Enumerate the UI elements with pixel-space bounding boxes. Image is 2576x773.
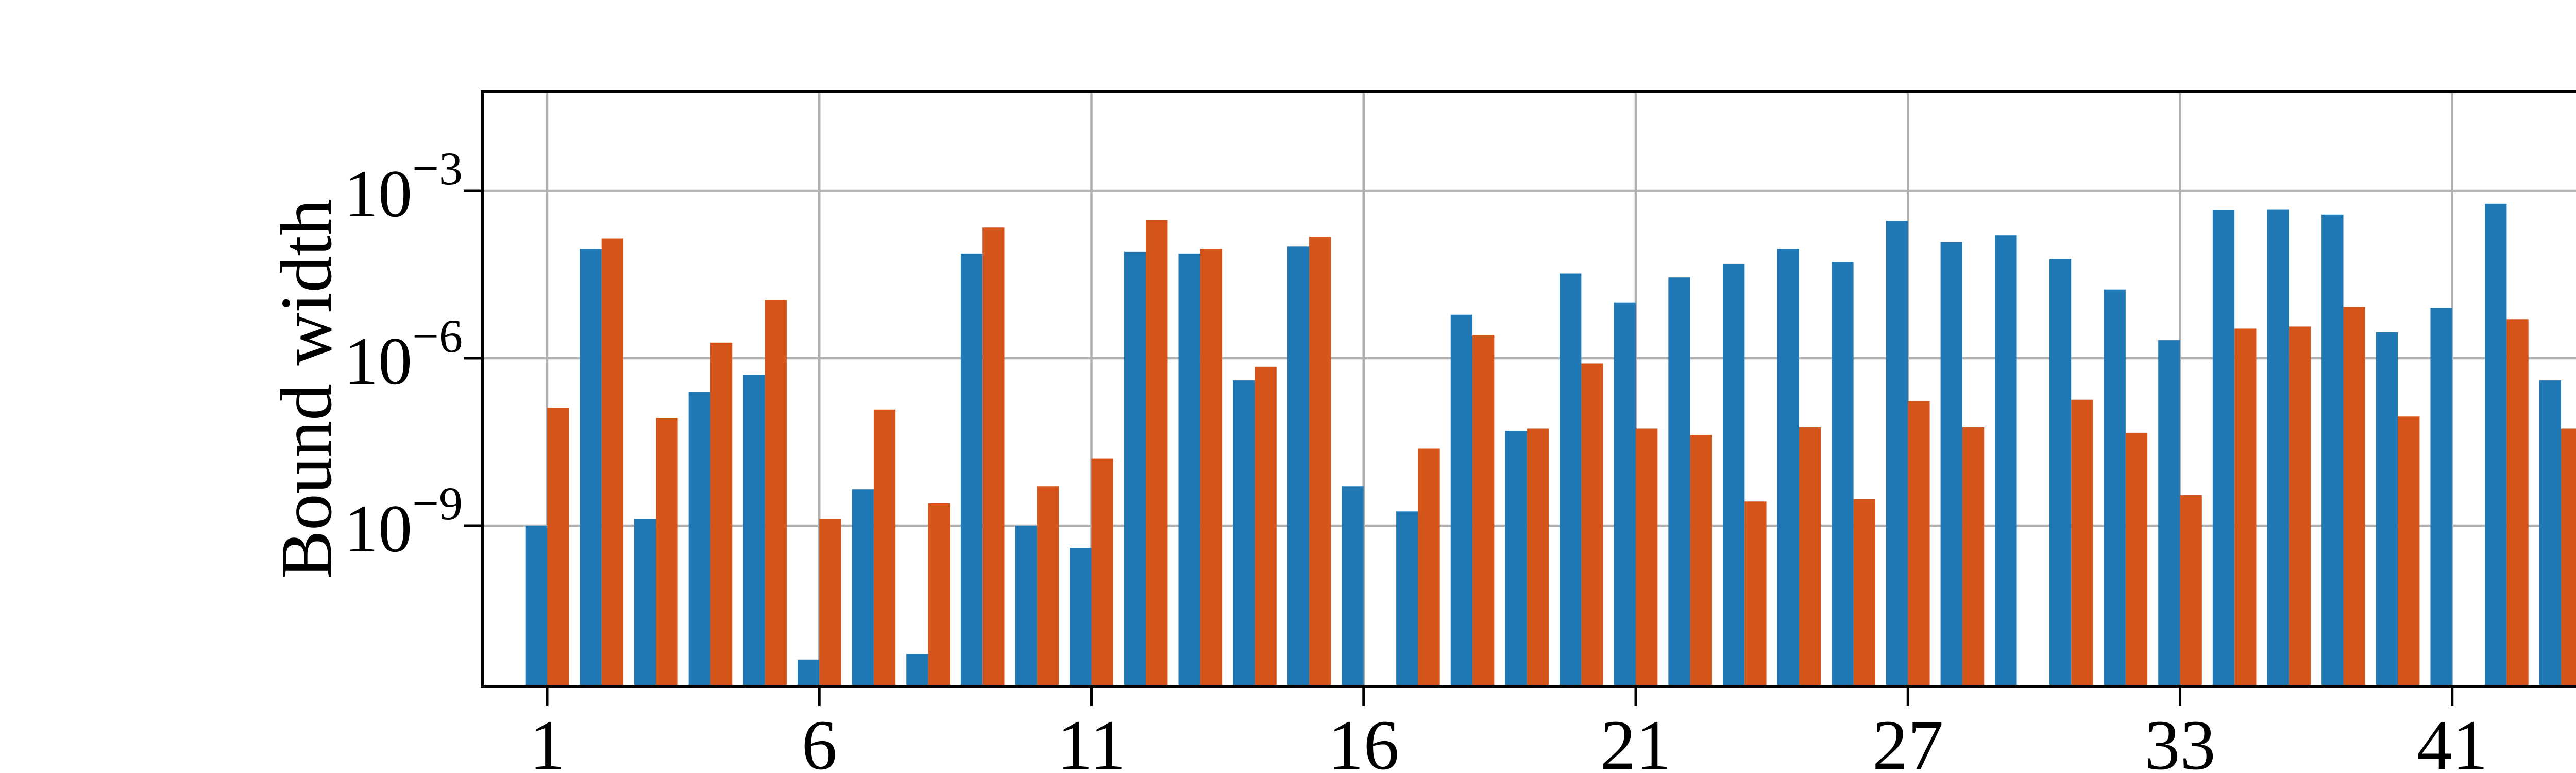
x-tick-label-1: 1: [530, 705, 565, 773]
bar-blue-30: [2104, 289, 2126, 686]
y-axis-label: Bound width: [265, 199, 347, 579]
bar-blue-1: [525, 526, 547, 686]
bar-orange-9: [982, 227, 1005, 686]
bars: [525, 203, 2576, 687]
plot-border: [481, 90, 2576, 688]
bar-orange-30: [2125, 432, 2148, 686]
bar-blue-28: [1995, 235, 2017, 686]
bar-blue-6: [797, 659, 820, 686]
x-tick-label-27: 27: [1872, 705, 1943, 773]
bar-blue-25: [1832, 262, 1854, 686]
bar-orange-4: [710, 342, 733, 686]
bar-orange-12: [1146, 220, 1168, 686]
bar-orange-35: [2398, 416, 2420, 686]
bar-orange-3: [656, 417, 678, 686]
bar-orange-1: [547, 407, 569, 686]
x-tick-label-21: 21: [1600, 705, 1671, 773]
x-tick-label-11: 11: [1057, 705, 1126, 773]
bar-blue-19: [1505, 430, 1527, 686]
x-tick-label-33: 33: [2145, 705, 2216, 773]
bar-blue-33: [2267, 209, 2289, 686]
bar-blue-36: [2430, 308, 2452, 686]
y-tick-label-1e-9: 10−9: [344, 477, 463, 566]
bar-orange-5: [765, 300, 787, 686]
bar-blue-24: [1777, 249, 1799, 687]
bar-orange-33: [2289, 326, 2311, 686]
bar-orange-21: [1636, 428, 1658, 686]
bar-orange-20: [1581, 363, 1603, 686]
bar-blue-21: [1614, 302, 1636, 686]
bar-orange-17: [1418, 448, 1440, 686]
bar-orange-2: [601, 238, 623, 686]
bar-orange-6: [819, 519, 841, 686]
bar-blue-13: [1178, 253, 1200, 686]
bar-blue-37: [2485, 203, 2507, 686]
x-tick-label-6: 6: [802, 705, 837, 773]
x-tick-label-16: 16: [1328, 705, 1399, 773]
bar-orange-7: [873, 409, 896, 686]
bar-blue-17: [1396, 511, 1418, 686]
bar-blue-29: [2049, 259, 2072, 686]
bar-blue-31: [2158, 340, 2180, 686]
tick-labels: 1611162127334156627010−310−610−9: [344, 142, 2488, 773]
bar-orange-37: [2506, 319, 2529, 686]
bar-orange-13: [1200, 249, 1223, 687]
bar-orange-32: [2234, 328, 2257, 686]
y-tick-label-1e-6: 10−6: [344, 310, 463, 399]
bar-blue-10: [1015, 526, 1037, 686]
bar-orange-15: [1309, 237, 1331, 686]
bar-blue-12: [1124, 251, 1146, 686]
bar-blue-15: [1287, 246, 1310, 687]
bar-orange-10: [1037, 486, 1059, 686]
bar-orange-38: [2561, 428, 2576, 686]
bar-blue-16: [1342, 486, 1364, 686]
bar-blue-3: [634, 519, 656, 686]
bar-orange-22: [1690, 435, 1712, 686]
bar-orange-34: [2343, 307, 2365, 686]
bar-orange-8: [928, 503, 950, 686]
bar-orange-29: [2071, 399, 2093, 686]
bar-blue-23: [1723, 263, 1745, 686]
bar-blue-26: [1886, 221, 1908, 686]
axes: [464, 90, 2576, 706]
bar-blue-9: [960, 253, 983, 686]
bar-orange-18: [1472, 335, 1495, 686]
bar-orange-19: [1527, 428, 1549, 686]
bar-blue-2: [580, 249, 602, 687]
bar-orange-11: [1091, 458, 1113, 686]
bar-blue-5: [743, 375, 765, 686]
bar-blue-7: [852, 489, 874, 686]
bar-orange-27: [1962, 427, 1985, 686]
bar-blue-22: [1668, 277, 1690, 686]
bar-orange-14: [1255, 366, 1277, 686]
bar-orange-31: [2180, 495, 2202, 686]
y-tick-label-1e-3: 10−3: [344, 142, 463, 231]
bar-blue-20: [1560, 273, 1582, 686]
bar-blue-27: [1940, 242, 1962, 686]
bar-orange-26: [1908, 401, 1930, 686]
bar-blue-38: [2539, 380, 2562, 686]
bar-blue-4: [688, 392, 710, 686]
bar-orange-23: [1744, 501, 1767, 686]
x-tick-label-41: 41: [2417, 705, 2488, 773]
bar-blue-32: [2212, 210, 2235, 686]
bar-blue-34: [2321, 214, 2344, 686]
bar-blue-35: [2376, 332, 2398, 686]
bar-blue-18: [1450, 314, 1473, 686]
bar-blue-8: [906, 654, 928, 686]
bar-orange-25: [1853, 499, 1875, 686]
bar-blue-11: [1070, 548, 1092, 686]
bar-blue-14: [1233, 380, 1255, 686]
bar-orange-24: [1799, 427, 1821, 686]
